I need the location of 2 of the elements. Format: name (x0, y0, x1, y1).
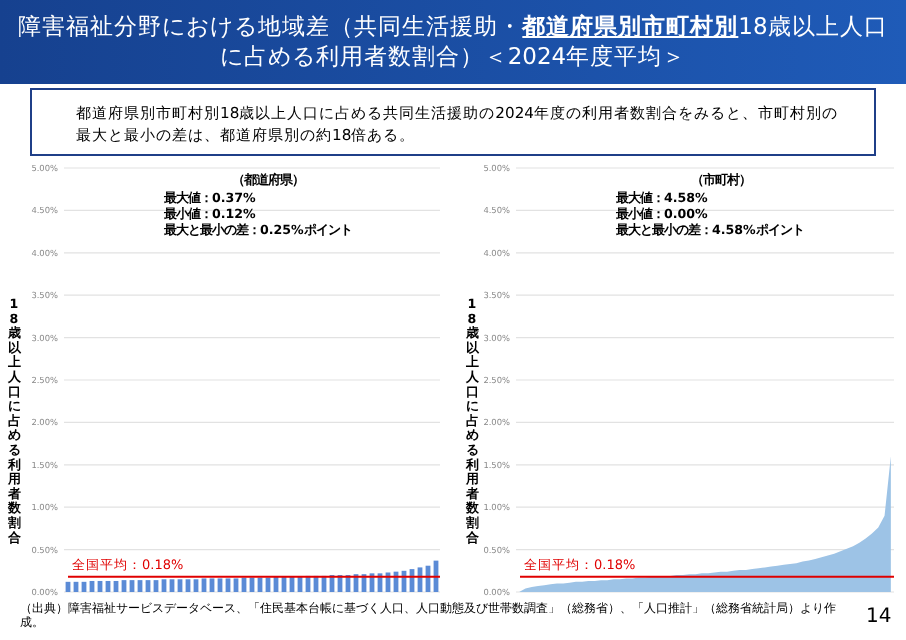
chart-title: 障害福祉分野における地域差（共同生活援助・都道府県別市町村別18歳以上人口に占める利用者数割合）＜2024年度平均＞ (18, 12, 888, 70)
text: 14 (866, 606, 892, 628)
